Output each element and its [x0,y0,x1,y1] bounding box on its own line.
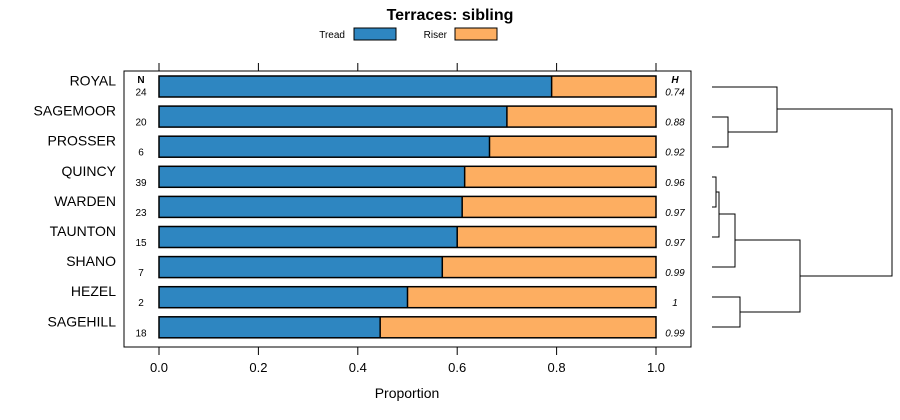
n-value: 7 [138,268,144,279]
category-label: PROSSER [48,133,116,149]
h-value: 0.97 [665,208,685,219]
dendrogram-branch [712,86,778,133]
bar-outline [158,75,657,98]
bar-outline [158,316,657,339]
dendrogram-branch [712,296,741,328]
bar-outline [158,285,657,309]
category-label: WARDEN [54,193,116,209]
h-value: 1 [672,298,678,309]
h-column-header: H [671,75,679,86]
bar-outline [158,225,657,249]
x-tick-label: 0.8 [548,360,566,375]
h-value: 0.96 [665,178,685,189]
bar-riser-prosser [489,136,656,158]
category-label: QUINCY [62,163,117,179]
bar-tread-prosser [159,136,490,158]
h-value: 0.74 [665,88,685,99]
n-values: 24 20 6 39 23 15 7 2 18 [135,88,147,340]
h-value: 0.97 [665,238,685,249]
category-labels: ROYAL SAGEMOOR PROSSER QUINCY WARDEN TAUNTON S… [34,73,117,330]
n-value: 2 [138,298,144,309]
n-value: 39 [135,178,147,189]
bar-outline [158,195,657,219]
dendrogram-branch [712,176,717,208]
bar-riser-warden [462,196,656,218]
h-values: 0.74 0.88 0.92 0.96 0.97 0.97 0.99 1 0.99 [665,88,685,340]
h-value: 0.88 [665,118,685,129]
bar-riser-sagehill [380,316,656,338]
n-value: 6 [138,148,144,159]
bar-tread-sagehill [159,316,381,338]
bar-riser-royal [551,76,656,97]
top-axis-ticks [158,63,657,71]
dendrogram-branch [735,239,801,313]
legend-swatch-tread [353,27,397,41]
n-value: 23 [135,208,147,219]
category-label: SAGEMOOR [34,103,116,119]
x-axis-title: Proportion [375,385,440,401]
bar-tread-sagemoor [159,106,507,128]
h-value: 0.99 [665,328,685,339]
bar-outline [158,255,657,279]
bar-tread-quincy [159,166,465,188]
category-label: ROYAL [70,73,117,89]
bar-tread-shano [159,256,443,278]
n-column-header: N [137,75,144,86]
bar-riser-quincy [464,166,656,188]
x-tick-label: 0.6 [448,360,466,375]
bar-outline [158,105,657,128]
bars [158,75,657,339]
n-value: 18 [135,328,147,339]
bar-tread-taunton [159,226,458,248]
legend-label-riser: Riser [424,30,448,41]
bar-outline [158,165,657,189]
category-label: SHANO [66,253,116,269]
dendrogram-branch [712,213,736,268]
bar-riser-shano [442,256,656,278]
bar-tread-royal [159,76,552,97]
bar-tread-warden [159,196,463,218]
bar-riser-hezel [407,286,656,308]
legend-label-tread: Tread [319,30,345,41]
category-label: SAGEHILL [48,313,117,329]
n-value: 15 [135,238,147,249]
category-label: TAUNTON [50,223,116,239]
n-value: 20 [135,118,147,129]
bar-riser-sagemoor [506,106,656,128]
dendrogram-branch [712,116,729,148]
n-value: 24 [135,88,147,99]
h-value: 0.99 [665,268,685,279]
dendrogram [712,86,893,328]
category-label: HEZEL [71,283,116,299]
legend: Tread Riser [319,27,498,41]
h-value: 0.92 [665,148,685,159]
legend-swatch-riser [454,27,498,41]
plot-panel [123,70,692,348]
dendrogram-branch [777,108,893,277]
x-tick-label: 0.4 [349,360,367,375]
x-tick-label: 1.0 [647,360,665,375]
bar-tread-hezel [159,286,408,308]
x-tick-label: 0.2 [249,360,267,375]
x-tick-label: 0.0 [150,360,168,375]
bar-outline [158,135,657,158]
x-axis: 0.0 0.2 0.4 0.6 0.8 1.0 [150,347,665,375]
bar-riser-taunton [457,226,656,248]
chart-title: Terraces: sibling [387,7,514,24]
